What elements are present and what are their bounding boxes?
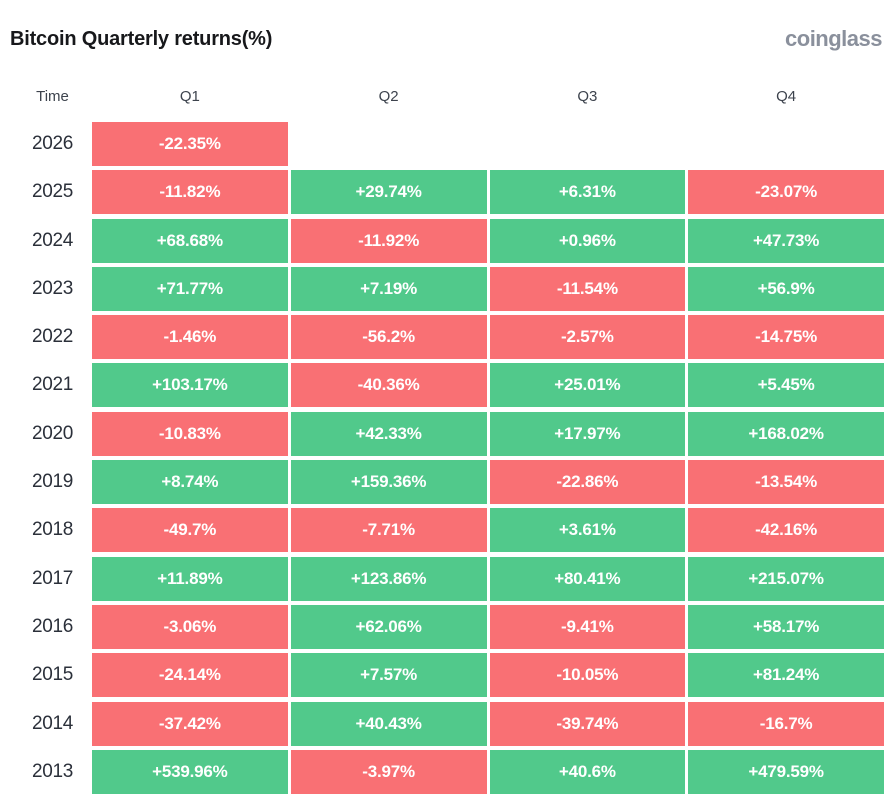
return-cell: -22.35% [92,122,288,166]
return-cell: -11.54% [489,266,686,311]
return-cell: -23.07% [688,170,884,215]
return-cell: -3.06% [92,604,288,649]
table-body: 2026 -22.35% 2025 -11.82% +29.74% +6.31%… [0,122,886,794]
return-cell: -49.7% [92,508,288,553]
return-cell: +103.17% [92,363,288,408]
return-cell: -22.86% [489,460,686,505]
row-year-label: 2023 [31,277,74,299]
return-cell: +47.73% [688,218,884,263]
return-cell: +71.77% [92,266,288,311]
return-cell: -16.7% [688,701,884,746]
return-cell: +0.96% [489,218,686,263]
return-cell: +479.59% [688,749,884,794]
row-year-label: 2021 [31,374,74,396]
return-cell: +8.74% [92,460,288,505]
return-cell: +123.86% [290,556,487,601]
return-cell: +62.06% [290,604,487,649]
header-bar: Bitcoin Quarterly returns(%) coinglass [0,0,886,51]
row-year-label: 2018 [31,519,74,541]
return-cell: +539.96% [92,749,288,794]
return-cell: -40.36% [290,363,487,408]
row-year-label: 2022 [31,326,74,348]
col-header-time: Time [36,88,69,105]
return-cell: -11.92% [290,218,487,263]
return-cell: -14.75% [688,315,884,360]
return-cell: +7.19% [290,266,487,311]
table-row: 2024 +68.68% -11.92% +0.96% +47.73% [0,218,886,263]
row-year-label: 2014 [31,712,74,734]
return-cell: +6.31% [489,170,686,215]
table-row: 2023 +71.77% +7.19% -11.54% +56.9% [0,266,886,311]
row-year-label: 2024 [31,229,74,251]
return-cell: +5.45% [688,363,884,408]
row-year-label: 2013 [31,760,74,782]
table-row: 2022 -1.46% -56.2% -2.57% -14.75% [0,315,886,360]
return-cell: -1.46% [92,315,288,360]
return-cell: -10.05% [489,653,686,698]
return-cell: +80.41% [489,556,686,601]
col-header-q3: Q3 [577,88,598,105]
return-cell: +168.02% [688,411,884,456]
row-year-label: 2019 [31,471,74,493]
row-year-label: 2015 [31,664,74,686]
row-year-label: 2025 [31,181,74,203]
return-cell: -11.82% [92,170,288,215]
return-cell: +29.74% [290,170,487,215]
return-cell: -37.42% [92,701,288,746]
return-cell: -7.71% [290,508,487,553]
return-cell [490,122,686,166]
table-row: 2020 -10.83% +42.33% +17.97% +168.02% [0,411,886,456]
return-cell: +25.01% [489,363,686,408]
return-cell: -9.41% [489,604,686,649]
return-cell: +68.68% [92,218,288,263]
return-cell: -42.16% [688,508,884,553]
table-row: 2021 +103.17% -40.36% +25.01% +5.45% [0,363,886,408]
table-header-row: Time Q1 Q2 Q3 Q4 [0,88,886,106]
return-cell: -39.74% [489,701,686,746]
col-header-q4: Q4 [776,88,797,105]
table-row: 2018 -49.7% -7.71% +3.61% -42.16% [0,508,886,553]
return-cell: +42.33% [290,411,487,456]
return-cell: +40.6% [489,749,686,794]
table-row: 2016 -3.06% +62.06% -9.41% +58.17% [0,604,886,649]
return-cell: +17.97% [489,411,686,456]
return-cell: -10.83% [92,411,288,456]
table-row: 2017 +11.89% +123.86% +80.41% +215.07% [0,556,886,601]
row-year-label: 2017 [31,567,74,589]
table-row: 2019 +8.74% +159.36% -22.86% -13.54% [0,460,886,505]
row-year-label: 2020 [31,422,74,444]
row-year-label: 2016 [31,615,74,637]
return-cell [688,122,884,166]
return-cell [291,122,487,166]
row-year-label: 2026 [31,133,74,154]
return-cell: +58.17% [688,604,884,649]
coinglass-logo[interactable]: coinglass [785,26,882,51]
col-header-q1: Q1 [179,88,200,105]
return-cell: +11.89% [92,556,288,601]
return-cell: +40.43% [290,701,487,746]
return-cell: -2.57% [489,315,686,360]
return-cell: -24.14% [92,653,288,698]
return-cell: -3.97% [290,749,487,794]
table-row: 2026 -22.35% [0,122,886,166]
page-title: Bitcoin Quarterly returns(%) [10,28,273,50]
col-header-q2: Q2 [378,88,399,105]
return-cell: +3.61% [489,508,686,553]
table-row: 2013 +539.96% -3.97% +40.6% +479.59% [0,749,886,794]
return-cell: +215.07% [688,556,884,601]
table-row: 2015 -24.14% +7.57% -10.05% +81.24% [0,653,886,698]
return-cell: -13.54% [688,460,884,505]
return-cell: +81.24% [688,653,884,698]
table-row: 2014 -37.42% +40.43% -39.74% -16.7% [0,701,886,746]
return-cell: -56.2% [290,315,487,360]
return-cell: +159.36% [290,460,487,505]
table-row: 2025 -11.82% +29.74% +6.31% -23.07% [0,170,886,215]
return-cell: +7.57% [290,653,487,698]
return-cell: +56.9% [688,266,884,311]
